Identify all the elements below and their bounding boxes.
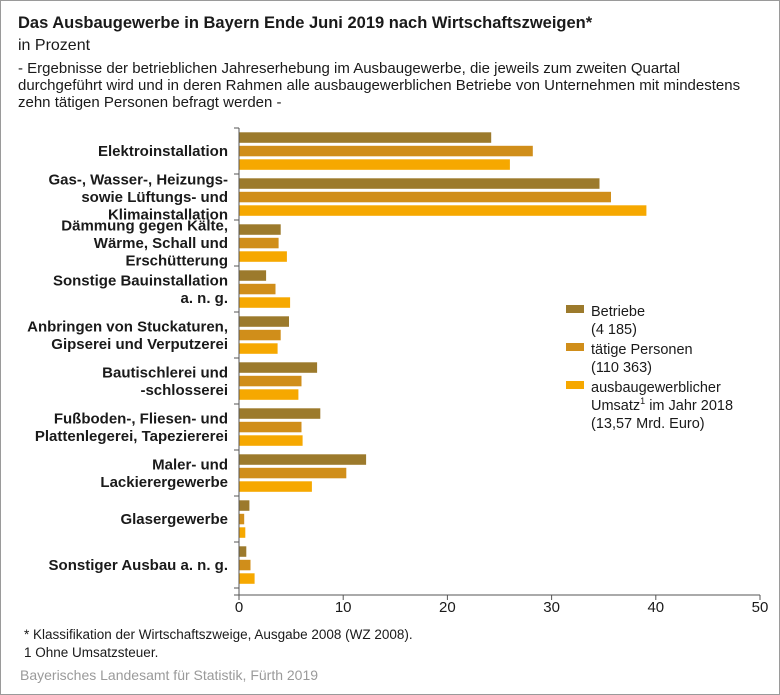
bar-1-10	[239, 546, 247, 557]
bar-2-1	[239, 145, 533, 157]
bar-2-5	[239, 329, 281, 341]
category-label: Elektroinstallation	[98, 143, 228, 160]
legend-label: (4 185)	[591, 322, 637, 338]
category-label: Plattenlegerei, Tapeziererei	[35, 428, 228, 445]
legend-swatch-2	[566, 343, 584, 351]
bar-2-7	[239, 421, 302, 433]
footnote-classification: * Klassifikation der Wirtschaftszweige, …	[24, 627, 413, 642]
bar-2-6	[239, 375, 302, 387]
legend-swatch-1	[566, 305, 584, 313]
category-label: Lackierergewerbe	[100, 474, 228, 491]
category-label: sowie Lüftungs- und	[81, 189, 228, 206]
category-label: Sonstiger Ausbau a. n. g.	[49, 557, 228, 574]
x-tick-label: 50	[752, 599, 769, 616]
category-label: Fußboden-, Fliesen- und	[54, 410, 228, 427]
source-note: Bayerisches Landesamt für Statistik, Für…	[20, 667, 319, 683]
legend-label: (110 363)	[591, 360, 652, 376]
bar-1-6	[239, 362, 318, 373]
category-label: -schlosserei	[140, 382, 228, 399]
legend-label: ausbaugewerblicher	[591, 380, 721, 396]
bar-3-7	[239, 435, 303, 446]
bar-1-3	[239, 224, 281, 235]
legend-swatch-3	[566, 381, 584, 389]
footnote-vat: 1 Ohne Umsatzsteuer.	[24, 645, 159, 660]
category-label: a. n. g.	[180, 290, 228, 307]
category-label: Dämmung gegen Kälte,	[61, 218, 228, 235]
bar-3-1	[239, 159, 510, 170]
bar-3-5	[239, 343, 278, 354]
chart-title: Das Ausbaugewerbe in Bayern Ende Juni 20…	[18, 14, 593, 32]
bar-1-1	[239, 132, 492, 143]
legend-label: Betriebe	[591, 304, 645, 320]
x-tick-label: 40	[647, 599, 664, 616]
bar-2-10	[239, 559, 251, 571]
bar-2-2	[239, 191, 611, 203]
bar-3-2	[239, 205, 647, 216]
bar-3-9	[239, 527, 246, 538]
bar-3-6	[239, 389, 299, 400]
bar-3-4	[239, 297, 291, 308]
x-tick-label: 20	[439, 599, 456, 616]
category-label: Klimainstallation	[108, 207, 228, 224]
bar-3-8	[239, 481, 312, 492]
category-label: Wärme, Schall und	[94, 235, 228, 252]
category-label: Gas-, Wasser-, Heizungs-	[49, 172, 229, 189]
x-tick-label: 10	[335, 599, 352, 616]
bar-1-4	[239, 270, 267, 281]
x-tick-label: 0	[235, 599, 243, 616]
category-label: Sonstige Bauinstallation	[53, 272, 228, 289]
category-label: Erschütterung	[125, 253, 228, 270]
legend-label: (13,57 Mrd. Euro)	[591, 416, 705, 432]
bar-1-5	[239, 316, 289, 327]
chart-description: - Ergebnisse der betrieblichen Jahreserh…	[18, 60, 741, 111]
bar-1-8	[239, 454, 367, 465]
bar-2-8	[239, 467, 347, 479]
bar-3-3	[239, 251, 287, 262]
bar-2-3	[239, 237, 279, 249]
bar-1-2	[239, 178, 600, 189]
bar-2-4	[239, 283, 276, 295]
category-label: Glasergewerbe	[120, 511, 228, 528]
category-label: Maler- und	[152, 456, 228, 473]
chart-subtitle: in Prozent	[18, 37, 91, 54]
legend-label: Umsatz1 im Jahr 2018	[591, 396, 733, 414]
bar-3-10	[239, 573, 255, 584]
category-label: Gipserei und Verputzerei	[51, 336, 228, 353]
legend-label: tätige Personen	[591, 342, 693, 358]
bar-1-9	[239, 500, 250, 511]
category-label: Bautischlerei und	[102, 364, 228, 381]
category-label: Anbringen von Stuckaturen,	[27, 318, 228, 335]
bar-2-9	[239, 513, 245, 525]
x-tick-label: 30	[543, 599, 560, 616]
bar-1-7	[239, 408, 321, 419]
